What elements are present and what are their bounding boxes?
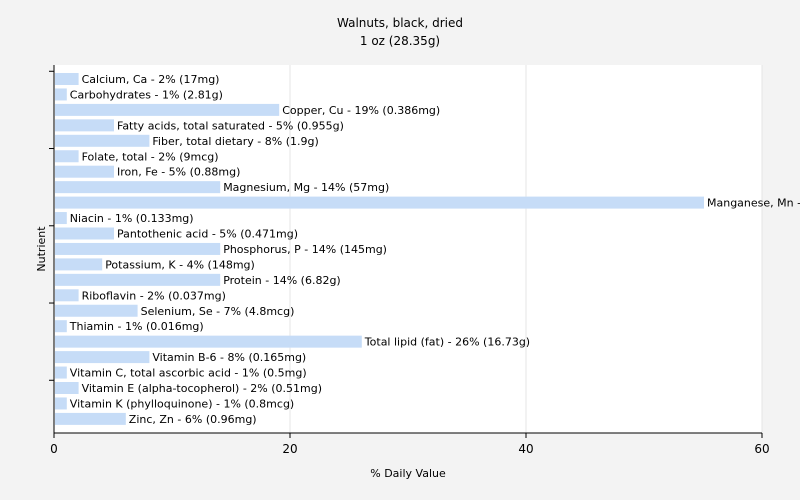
bar-label: Protein - 14% (6.82g) <box>223 274 341 287</box>
bar-label: Folate, total - 2% (9mcg) <box>82 150 219 163</box>
bar <box>55 289 79 302</box>
bar <box>55 304 138 317</box>
bar-label: Vitamin C, total ascorbic acid - 1% (0.5… <box>70 367 307 380</box>
bar-label: Thiamin - 1% (0.016mg) <box>69 320 204 333</box>
bar-label: Riboflavin - 2% (0.037mg) <box>82 289 226 302</box>
bar <box>55 382 79 394</box>
bar-label: Copper, Cu - 19% (0.386mg) <box>282 104 440 117</box>
x-tick-label: 0 <box>50 442 58 456</box>
bar <box>55 212 67 225</box>
bar-label: Fiber, total dietary - 8% (1.9g) <box>152 135 318 148</box>
bar-label: Magnesium, Mg - 14% (57mg) <box>223 181 389 194</box>
bar <box>55 196 704 209</box>
bar-label: Carbohydrates - 1% (2.81g) <box>70 88 223 101</box>
y-axis-ticks <box>49 70 54 381</box>
bar-label: Total lipid (fat) - 26% (16.73g) <box>364 336 530 349</box>
x-tick-label: 40 <box>518 442 533 456</box>
bar <box>55 397 67 410</box>
bar-label: Vitamin B-6 - 8% (0.165mg) <box>152 351 306 364</box>
bar <box>55 88 67 101</box>
bars-group <box>55 73 704 425</box>
bar-label: Vitamin K (phylloquinone) - 1% (0.8mcg) <box>70 397 294 410</box>
bar-label: Fatty acids, total saturated - 5% (0.955… <box>117 119 344 132</box>
chart-title: Walnuts, black, dried <box>337 16 463 30</box>
chart-subtitle: 1 oz (28.35g) <box>360 34 440 48</box>
bar-label: Selenium, Se - 7% (4.8mcg) <box>141 305 295 318</box>
bar <box>55 150 79 163</box>
x-tick-label: 20 <box>282 442 297 456</box>
bar <box>55 320 67 333</box>
bar-label: Pantothenic acid - 5% (0.471mg) <box>117 228 298 241</box>
x-axis-ticks: 0 20 40 60 <box>50 433 770 456</box>
bar <box>55 351 150 364</box>
bar-label: Zinc, Zn - 6% (0.96mg) <box>129 413 257 426</box>
bar <box>55 412 126 425</box>
bar-label: Vitamin E (alpha-tocopherol) - 2% (0.51m… <box>82 382 322 395</box>
bar <box>55 181 221 194</box>
bar <box>55 258 103 271</box>
bar <box>55 73 79 85</box>
bar-label: Calcium, Ca - 2% (17mg) <box>82 73 220 86</box>
bar <box>55 335 362 348</box>
y-axis-label: Nutrient <box>35 226 48 272</box>
bar <box>55 242 221 255</box>
bar <box>55 366 67 379</box>
bar-label: Iron, Fe - 5% (0.88mg) <box>117 166 240 179</box>
bar-label: Potassium, K - 4% (148mg) <box>105 258 255 271</box>
bar-label: Niacin - 1% (0.133mg) <box>70 212 194 225</box>
bar-label: Manganese, Mn - 55% (1.105mg) <box>707 197 800 210</box>
bar-label: Phosphorus, P - 14% (145mg) <box>223 243 387 256</box>
gridlines <box>289 65 763 433</box>
bar <box>55 227 114 240</box>
bar <box>55 273 221 286</box>
bar <box>55 103 280 116</box>
bar-labels-group: Calcium, Ca - 2% (17mg) Carbohydrates - 1… <box>69 73 800 426</box>
bar <box>55 134 150 147</box>
x-axis-label: % Daily Value <box>370 467 446 480</box>
x-tick-label: 60 <box>754 442 769 456</box>
bar <box>55 119 114 132</box>
bar <box>55 165 114 178</box>
